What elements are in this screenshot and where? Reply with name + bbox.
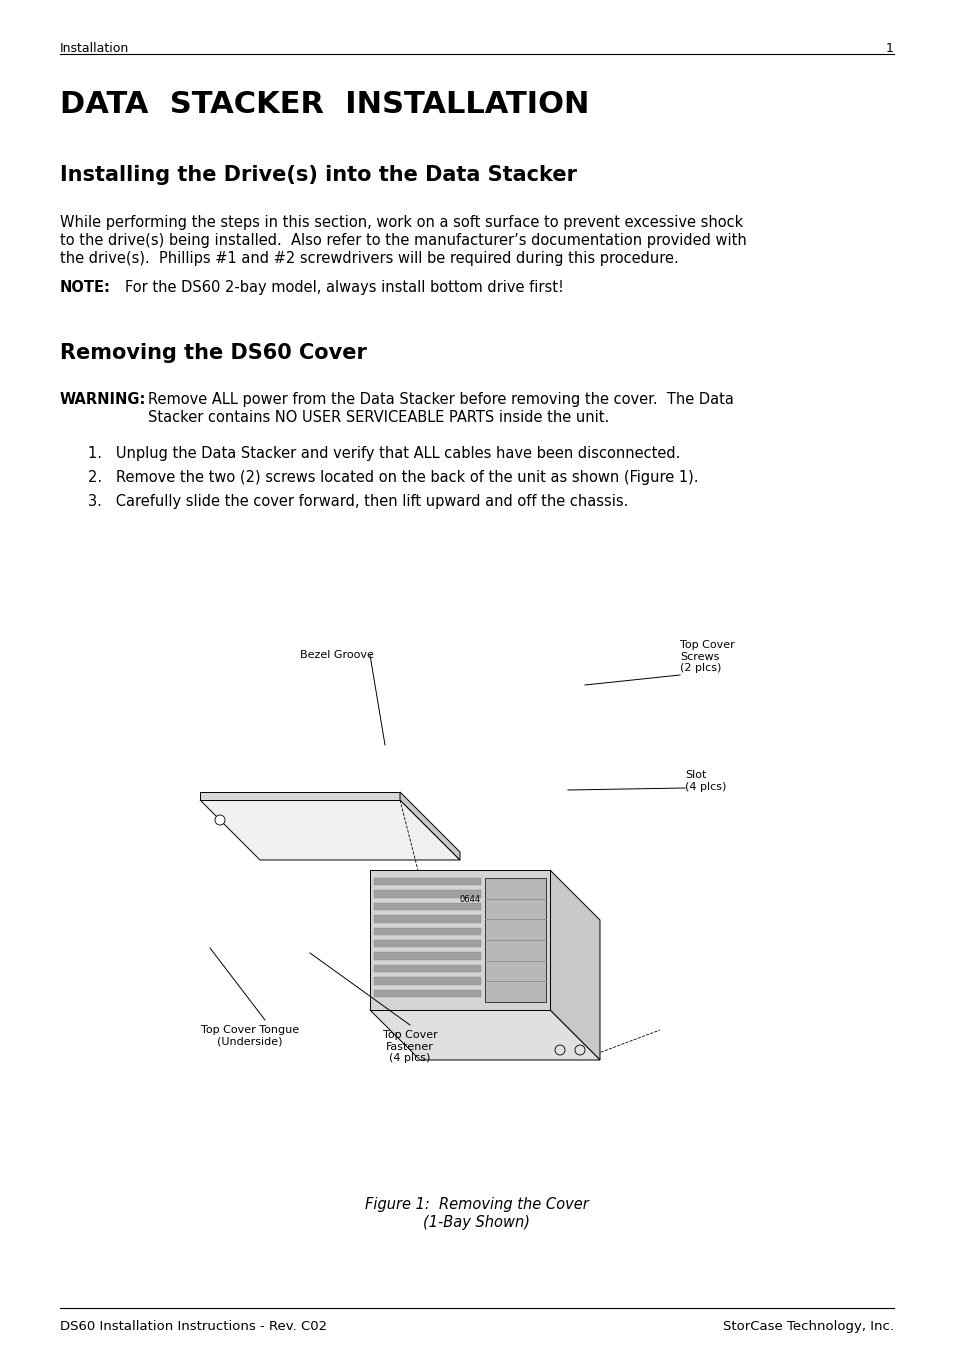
Text: For the DS60 2-bay model, always install bottom drive first!: For the DS60 2-bay model, always install… (125, 281, 563, 294)
Text: Remove ALL power from the Data Stacker before removing the cover.  The Data: Remove ALL power from the Data Stacker b… (148, 392, 733, 407)
Text: Figure 1:  Removing the Cover: Figure 1: Removing the Cover (365, 1197, 588, 1212)
Text: (1-Bay Shown): (1-Bay Shown) (423, 1216, 530, 1229)
Text: Top Cover Tongue
(Underside): Top Cover Tongue (Underside) (201, 1025, 298, 1046)
Polygon shape (200, 799, 459, 860)
Polygon shape (399, 793, 459, 860)
Polygon shape (374, 878, 480, 886)
Polygon shape (374, 977, 480, 984)
Polygon shape (374, 916, 480, 923)
Polygon shape (370, 871, 550, 1010)
Polygon shape (374, 902, 480, 910)
Text: Bezel Groove: Bezel Groove (299, 650, 374, 660)
Polygon shape (374, 941, 480, 947)
Text: Stacker contains NO USER SERVICEABLE PARTS inside the unit.: Stacker contains NO USER SERVICEABLE PAR… (148, 409, 609, 424)
Text: DS60 Installation Instructions - Rev. C02: DS60 Installation Instructions - Rev. C0… (60, 1320, 327, 1333)
Polygon shape (484, 878, 545, 1002)
Text: 0644: 0644 (459, 895, 480, 905)
Polygon shape (200, 793, 399, 799)
Text: StorCase Technology, Inc.: StorCase Technology, Inc. (722, 1320, 893, 1333)
Polygon shape (370, 1010, 599, 1060)
Polygon shape (374, 953, 480, 960)
Text: NOTE:: NOTE: (60, 281, 111, 294)
Text: Installing the Drive(s) into the Data Stacker: Installing the Drive(s) into the Data St… (60, 166, 577, 185)
Text: the drive(s).  Phillips #1 and #2 screwdrivers will be required during this proc: the drive(s). Phillips #1 and #2 screwdr… (60, 251, 678, 266)
Polygon shape (374, 990, 480, 997)
Text: 2.   Remove the two (2) screws located on the back of the unit as shown (Figure : 2. Remove the two (2) screws located on … (88, 470, 698, 485)
Polygon shape (374, 928, 480, 935)
Text: Removing the DS60 Cover: Removing the DS60 Cover (60, 344, 367, 363)
Text: DATA  STACKER  INSTALLATION: DATA STACKER INSTALLATION (60, 90, 589, 119)
Circle shape (555, 1045, 564, 1055)
Circle shape (575, 1045, 584, 1055)
Text: WARNING:: WARNING: (60, 392, 146, 407)
Text: to the drive(s) being installed.  Also refer to the manufacturer’s documentation: to the drive(s) being installed. Also re… (60, 233, 746, 248)
Polygon shape (374, 890, 480, 898)
Circle shape (214, 815, 225, 826)
Text: 1: 1 (885, 42, 893, 55)
Text: Top Cover
Screws
(2 plcs): Top Cover Screws (2 plcs) (679, 639, 734, 674)
Text: Installation: Installation (60, 42, 129, 55)
Text: 3.   Carefully slide the cover forward, then lift upward and off the chassis.: 3. Carefully slide the cover forward, th… (88, 494, 628, 509)
Text: While performing the steps in this section, work on a soft surface to prevent ex: While performing the steps in this secti… (60, 215, 742, 230)
Polygon shape (374, 965, 480, 972)
Text: 1.   Unplug the Data Stacker and verify that ALL cables have been disconnected.: 1. Unplug the Data Stacker and verify th… (88, 446, 679, 461)
Polygon shape (550, 871, 599, 1060)
Text: Slot
(4 plcs): Slot (4 plcs) (684, 769, 725, 791)
Text: Top Cover
Fastener
(4 plcs): Top Cover Fastener (4 plcs) (382, 1029, 436, 1064)
